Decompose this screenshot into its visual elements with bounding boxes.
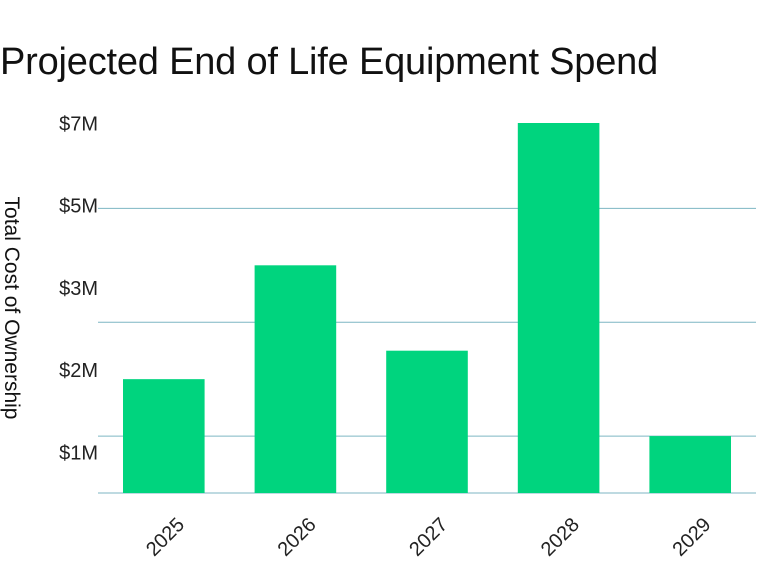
y-axis-label: Total Cost of Ownership [0,197,23,420]
y-tick-label: $7M [59,113,98,135]
bars [123,123,731,493]
bar-2025 [123,379,205,493]
y-tick-label: $1M [59,442,98,464]
x-tick-label: 2027 [405,514,452,561]
y-tick-label: $2M [59,360,98,382]
y-tick-label: $5M [59,196,98,218]
x-tick-labels: 2025 2026 2027 2028 2029 [142,514,715,561]
bar-2029 [649,436,731,493]
bar-2026 [254,265,337,493]
x-tick-label: 2029 [668,514,715,561]
y-tick-labels: $1M $2M $3M $5M $7M [59,113,98,464]
x-tick-label: 2026 [274,514,321,561]
bar-2028 [517,123,600,493]
y-tick-label: $3M [59,278,98,300]
bar-2027 [386,350,468,493]
x-tick-label: 2025 [142,514,189,561]
chart-title: Projected End of Life Equipment Spend [0,41,659,83]
x-tick-label: 2028 [537,514,584,561]
